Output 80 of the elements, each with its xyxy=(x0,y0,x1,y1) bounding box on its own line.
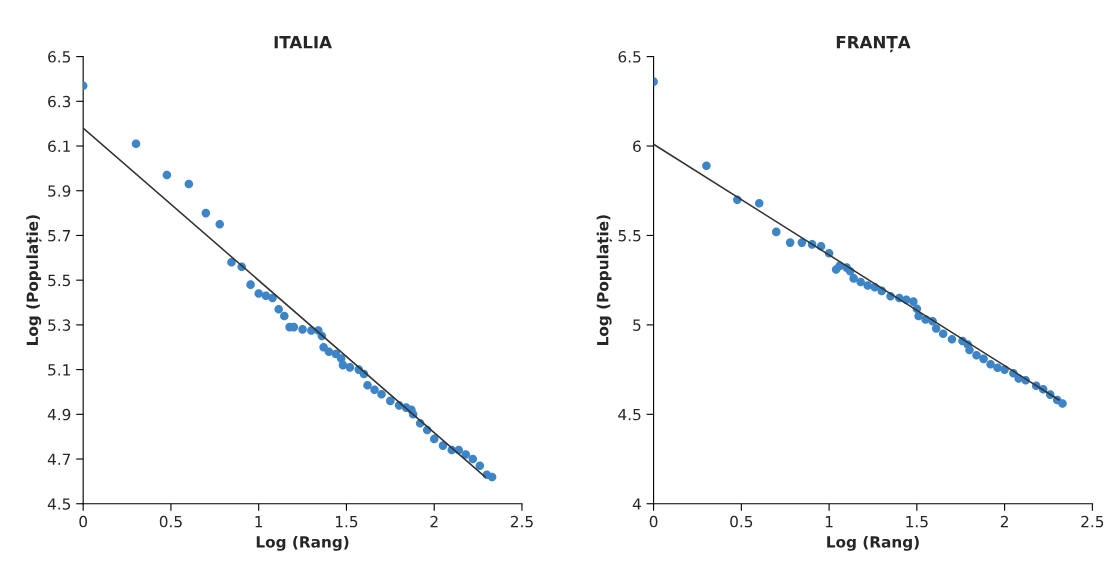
x-axis-title: Log (Rang) xyxy=(256,535,349,551)
y-tick-label: 6.1 xyxy=(48,140,70,153)
point xyxy=(227,258,236,267)
point xyxy=(986,359,995,369)
x-tick-label: 1.5 xyxy=(906,516,928,528)
point xyxy=(972,351,981,360)
point xyxy=(201,208,211,218)
point xyxy=(319,342,328,352)
point xyxy=(909,297,918,306)
x-tick-label: 2.5 xyxy=(510,515,533,528)
point xyxy=(487,472,497,482)
chart-title: FRANȚA xyxy=(836,36,911,53)
point xyxy=(324,347,334,356)
point xyxy=(429,434,439,444)
x-tick-label: 1 xyxy=(255,516,263,528)
point xyxy=(1058,399,1067,408)
point xyxy=(797,238,807,247)
y-tick-label: 4.7 xyxy=(47,453,71,465)
point xyxy=(468,454,478,464)
y-tick-label: 4.5 xyxy=(618,408,641,421)
point xyxy=(856,277,865,287)
point xyxy=(979,354,988,364)
point xyxy=(338,360,348,370)
point xyxy=(438,441,448,450)
point xyxy=(254,289,263,298)
y-axis-title: Log (Populație) xyxy=(596,215,612,345)
x-axis-title: Log (Rang) xyxy=(827,535,919,551)
y-tick-label: 5.1 xyxy=(48,364,70,376)
point xyxy=(849,274,858,283)
y-tick-label: 6.5 xyxy=(48,51,71,63)
chart-title: ITALIA xyxy=(274,36,332,49)
point xyxy=(947,334,957,344)
point xyxy=(771,227,781,237)
y-tick-label: 5.5 xyxy=(48,274,71,287)
point xyxy=(215,220,224,229)
y-tick-label: 6 xyxy=(633,140,641,153)
point xyxy=(754,198,764,208)
point xyxy=(785,238,795,247)
x-tick-label: 1.5 xyxy=(335,516,358,528)
point xyxy=(377,389,386,399)
point xyxy=(993,363,1002,373)
y-tick-label: 5.7 xyxy=(48,230,71,242)
point xyxy=(914,311,923,321)
y-tick-label: 4 xyxy=(632,498,641,510)
point xyxy=(702,161,711,170)
point xyxy=(370,385,379,394)
point xyxy=(363,380,372,390)
point xyxy=(280,311,289,321)
point xyxy=(965,345,974,355)
x-tick-label: 0 xyxy=(649,515,658,528)
y-tick-label: 4.9 xyxy=(47,408,71,421)
x-tick-label: 0.5 xyxy=(159,515,182,528)
x-tick-label: 2.5 xyxy=(1081,515,1104,528)
y-tick-label: 6.5 xyxy=(618,51,641,63)
y-tick-label: 6.3 xyxy=(48,95,71,108)
point xyxy=(274,304,283,314)
point xyxy=(386,396,395,406)
y-tick-label: 5.9 xyxy=(48,185,71,197)
point xyxy=(184,179,194,189)
point xyxy=(268,293,277,303)
point xyxy=(863,281,872,290)
y-tick-label: 4.5 xyxy=(47,498,71,510)
point xyxy=(931,324,941,333)
point xyxy=(246,280,255,289)
point xyxy=(298,325,307,334)
x-tick-label: 2 xyxy=(430,515,438,528)
y-tick-label: 5.5 xyxy=(618,230,641,242)
x-tick-label: 1 xyxy=(825,516,833,528)
point xyxy=(461,450,471,459)
point xyxy=(131,139,141,149)
y-axis-title: Log (Populație) xyxy=(26,215,42,345)
x-tick-label: 0.5 xyxy=(730,515,753,528)
y-tick-label: 5.3 xyxy=(48,319,71,331)
point xyxy=(162,170,172,180)
point xyxy=(475,461,485,471)
x-tick-label: 0 xyxy=(79,515,88,528)
x-tick-label: 2 xyxy=(1000,515,1008,528)
point xyxy=(345,363,355,372)
y-tick-label: 5 xyxy=(633,319,641,331)
point xyxy=(938,329,948,339)
